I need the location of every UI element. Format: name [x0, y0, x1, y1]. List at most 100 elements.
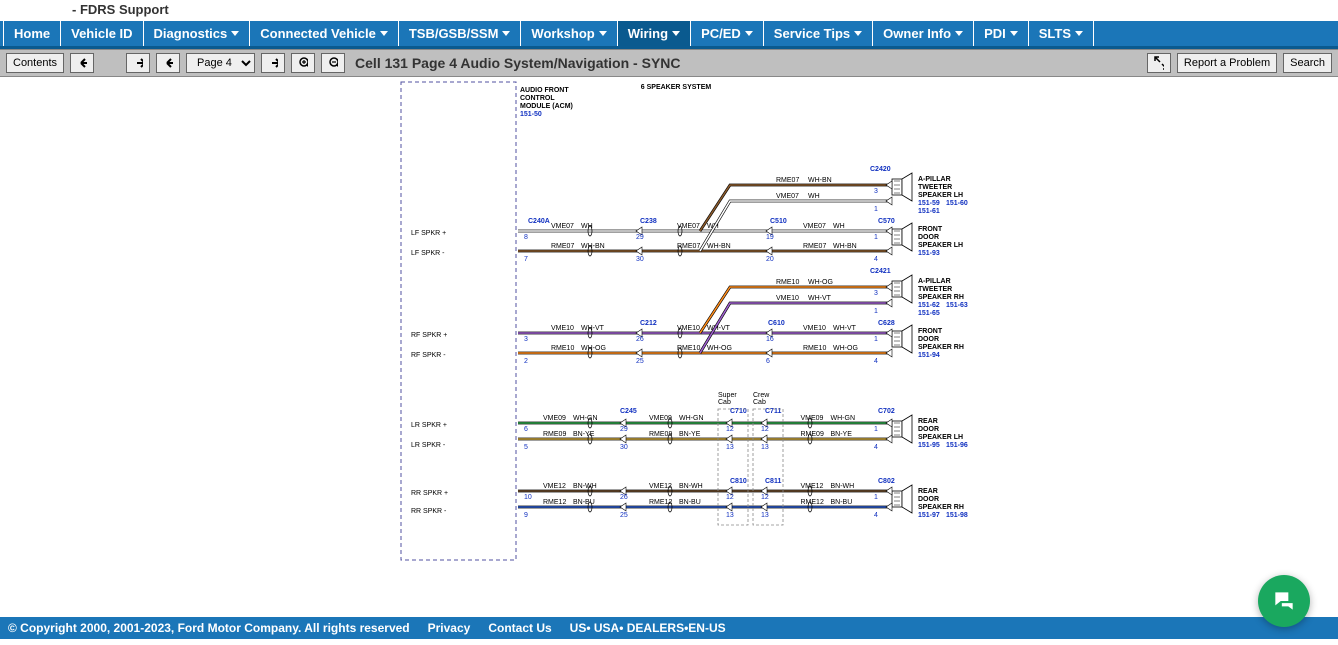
- wire-label: C2421: [870, 268, 891, 275]
- wire-label: 12: [726, 426, 734, 433]
- wire-label: C2420: [870, 166, 891, 173]
- nav-owner-info[interactable]: Owner Info: [872, 21, 974, 46]
- caret-down-icon: [854, 31, 862, 36]
- wire-label: 9: [524, 512, 528, 519]
- wire-label: 5: [524, 444, 528, 451]
- nav-workshop[interactable]: Workshop: [520, 21, 617, 46]
- wire-label: RME10: [551, 345, 574, 352]
- wire-label: 1: [874, 234, 878, 241]
- nav-diagnostics[interactable]: Diagnostics: [143, 21, 251, 46]
- wire-label: WH-GN: [573, 415, 598, 422]
- wire-label: WH-BN: [833, 243, 857, 250]
- nav-pc-ed[interactable]: PC/ED: [690, 21, 764, 46]
- wire-label: VME12: [543, 483, 566, 490]
- wire-label: 29: [620, 426, 628, 433]
- wire-label: 151-60: [946, 200, 968, 207]
- nav-vehicle-id[interactable]: Vehicle ID: [60, 21, 143, 46]
- report-problem-button[interactable]: Report a Problem: [1177, 53, 1277, 73]
- acm-title: MODULE (ACM): [520, 103, 573, 110]
- wire-label: VME07: [677, 223, 700, 230]
- chat-icon[interactable]: [1258, 575, 1310, 627]
- wire-label: WH-OG: [581, 345, 606, 352]
- zoom-in-icon[interactable]: [291, 53, 315, 73]
- zoom-out-icon[interactable]: [321, 53, 345, 73]
- wire-label: 1: [874, 426, 878, 433]
- wire-label: BN-BU: [573, 499, 595, 506]
- wire-label: C802: [878, 478, 895, 485]
- page-select[interactable]: Page 4: [186, 53, 255, 73]
- wire-label: 3: [874, 188, 878, 195]
- wiring-toolbar: Contents Page 4 Cell 131 Page 4 Audio Sy…: [0, 49, 1338, 77]
- wire-label: VME10: [776, 295, 799, 302]
- wire-label: 6: [766, 358, 770, 365]
- wire-label: BN-YE: [831, 431, 853, 438]
- caret-down-icon: [231, 31, 239, 36]
- wire-label: 4: [874, 512, 878, 519]
- wire-label: WH: [808, 193, 820, 200]
- nav-home[interactable]: Home: [3, 21, 61, 46]
- wire-label: Cab: [753, 399, 766, 406]
- wire-label: C245: [620, 408, 637, 415]
- nav-wiring[interactable]: Wiring: [617, 21, 691, 46]
- nav-fwd-icon[interactable]: [126, 53, 150, 73]
- wire-label: C212: [640, 320, 657, 327]
- fullscreen-icon[interactable]: [1147, 53, 1171, 73]
- nav-slts[interactable]: SLTS: [1028, 21, 1094, 46]
- contents-button[interactable]: Contents: [6, 53, 64, 73]
- wire-label: A-PILLAR: [918, 176, 951, 183]
- wire-label: DOOR: [918, 336, 939, 343]
- wire-label: SPEAKER RH: [918, 344, 964, 351]
- wire-label: WH-GN: [679, 415, 704, 422]
- caret-down-icon: [1010, 31, 1018, 36]
- caret-down-icon: [1075, 31, 1083, 36]
- wire-label: BN-WH: [679, 483, 703, 490]
- pin-label: RR SPKR +: [411, 490, 448, 497]
- nav-service-tips[interactable]: Service Tips: [763, 21, 873, 46]
- copyright-text: © Copyright 2000, 2001-2023, Ford Motor …: [8, 621, 410, 635]
- main-nav: HomeVehicle IDDiagnosticsConnected Vehic…: [0, 21, 1338, 49]
- wire-label: 10: [524, 494, 532, 501]
- page-next-icon[interactable]: [261, 53, 285, 73]
- wire-label: BN-WH: [831, 483, 855, 490]
- wire-label: TWEETER: [918, 184, 952, 191]
- wire-label: SPEAKER LH: [918, 434, 963, 441]
- wire-label: 4: [874, 256, 878, 263]
- wire-label: WH-OG: [808, 279, 833, 286]
- page-prev-icon[interactable]: [156, 53, 180, 73]
- nav-back-icon[interactable]: [70, 53, 94, 73]
- privacy-link[interactable]: Privacy: [428, 621, 471, 635]
- wire-label: FRONT: [918, 226, 943, 233]
- wire-label: 12: [761, 494, 769, 501]
- wire-label: WH-GN: [831, 415, 856, 422]
- wire-label: 151-98: [946, 512, 968, 519]
- wire-label: 1: [874, 206, 878, 213]
- wire-label: WH-BN: [808, 177, 832, 184]
- wire-label: Super: [718, 392, 737, 399]
- wire-label: 13: [761, 512, 769, 519]
- wire-label: C238: [640, 218, 657, 225]
- pin-label: RF SPKR -: [411, 352, 446, 359]
- wire-label: BN-BU: [831, 499, 853, 506]
- wire-label: RME10: [677, 345, 700, 352]
- wire-label: 151-63: [946, 302, 968, 309]
- wire-label: 1: [874, 308, 878, 315]
- wire-label: 26: [620, 494, 628, 501]
- wire-label: RME07: [803, 243, 826, 250]
- contact-link[interactable]: Contact Us: [488, 621, 551, 635]
- wire-label: VME10: [803, 325, 826, 332]
- wire-label: WH: [833, 223, 845, 230]
- wire-label: WH-VT: [808, 295, 832, 302]
- acm-title: CONTROL: [520, 95, 555, 102]
- wire-label: REAR: [918, 418, 938, 425]
- wire-label: A-PILLAR: [918, 278, 951, 285]
- wire-label: C510: [770, 218, 787, 225]
- nav-tsb-gsb-ssm[interactable]: TSB/GSB/SSM: [398, 21, 522, 46]
- wire-label: VME07: [803, 223, 826, 230]
- nav-pdi[interactable]: PDI: [973, 21, 1029, 46]
- search-button[interactable]: Search: [1283, 53, 1332, 73]
- wire-label: WH-OG: [707, 345, 732, 352]
- nav-connected-vehicle[interactable]: Connected Vehicle: [249, 21, 399, 46]
- wire-label: BN-YE: [679, 431, 701, 438]
- wire-label: WH-OG: [833, 345, 858, 352]
- wiring-diagram: 6 SPEAKER SYSTEMAUDIO FRONTCONTROLMODULE…: [0, 77, 1338, 617]
